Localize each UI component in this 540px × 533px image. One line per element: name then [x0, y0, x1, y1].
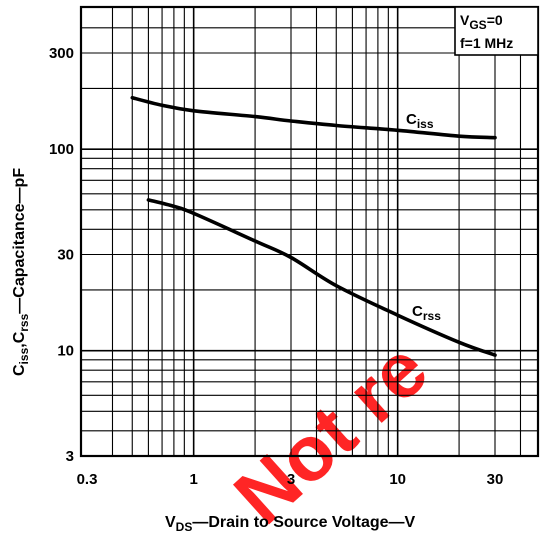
plot-frame: [79, 5, 540, 458]
series-line-iss: [130, 95, 497, 140]
condition-frequency: f=1 MHz: [460, 35, 513, 51]
x-axis-title: VDS—Drain to Source Voltage—V: [165, 514, 416, 533]
y-tick-label: 10: [57, 343, 74, 360]
watermark: Not re: [217, 324, 443, 533]
series-label-crss: Crss: [412, 303, 441, 323]
series-line-rss: [146, 198, 497, 357]
x-tick-label: 10: [389, 471, 406, 488]
y-axis-title: Ciss,Crss—Capacitance—pF: [11, 168, 31, 376]
x-tick-label: 0.3: [77, 471, 98, 488]
y-tick-label: 300: [49, 45, 74, 62]
y-tick-label: 100: [49, 141, 74, 158]
series-label-ciss: Ciss: [406, 111, 434, 131]
conditions-box: VGS=0 f=1 MHz: [454, 6, 539, 56]
watermark-text: Not re: [217, 324, 443, 533]
x-tick-labels: 0.3 1 3 10 30: [77, 471, 504, 488]
condition-vgs: VGS=0: [460, 12, 503, 32]
grid: [81, 7, 538, 456]
y-tick-labels: 3 10 30 100 300: [49, 45, 74, 465]
x-tick-label: 1: [189, 471, 197, 488]
series-lines: [130, 95, 497, 357]
x-tick-label: 30: [487, 471, 504, 488]
conditions-box-frame: [454, 6, 539, 56]
x-tick-label: 3: [287, 471, 295, 488]
y-tick-label: 3: [66, 448, 74, 465]
y-tick-label: 30: [57, 247, 74, 264]
